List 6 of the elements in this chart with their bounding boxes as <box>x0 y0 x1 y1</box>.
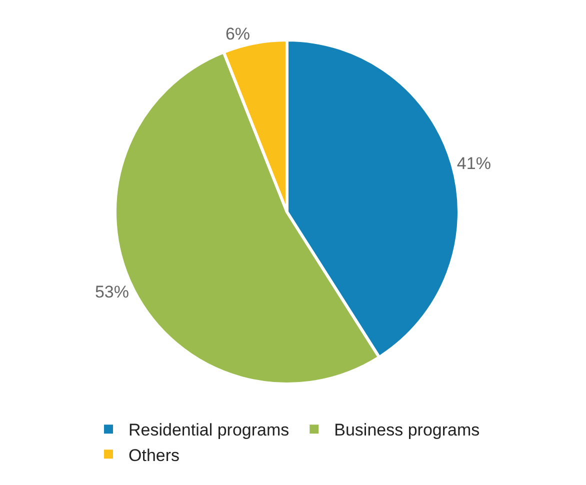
data-label: 53% <box>94 282 129 302</box>
legend-label: Others <box>128 446 180 465</box>
data-label: 41% <box>456 154 491 173</box>
data-label: 6% <box>225 24 250 44</box>
legend-label: Residential programs <box>128 420 290 440</box>
legend-label: Business programs <box>334 420 480 440</box>
